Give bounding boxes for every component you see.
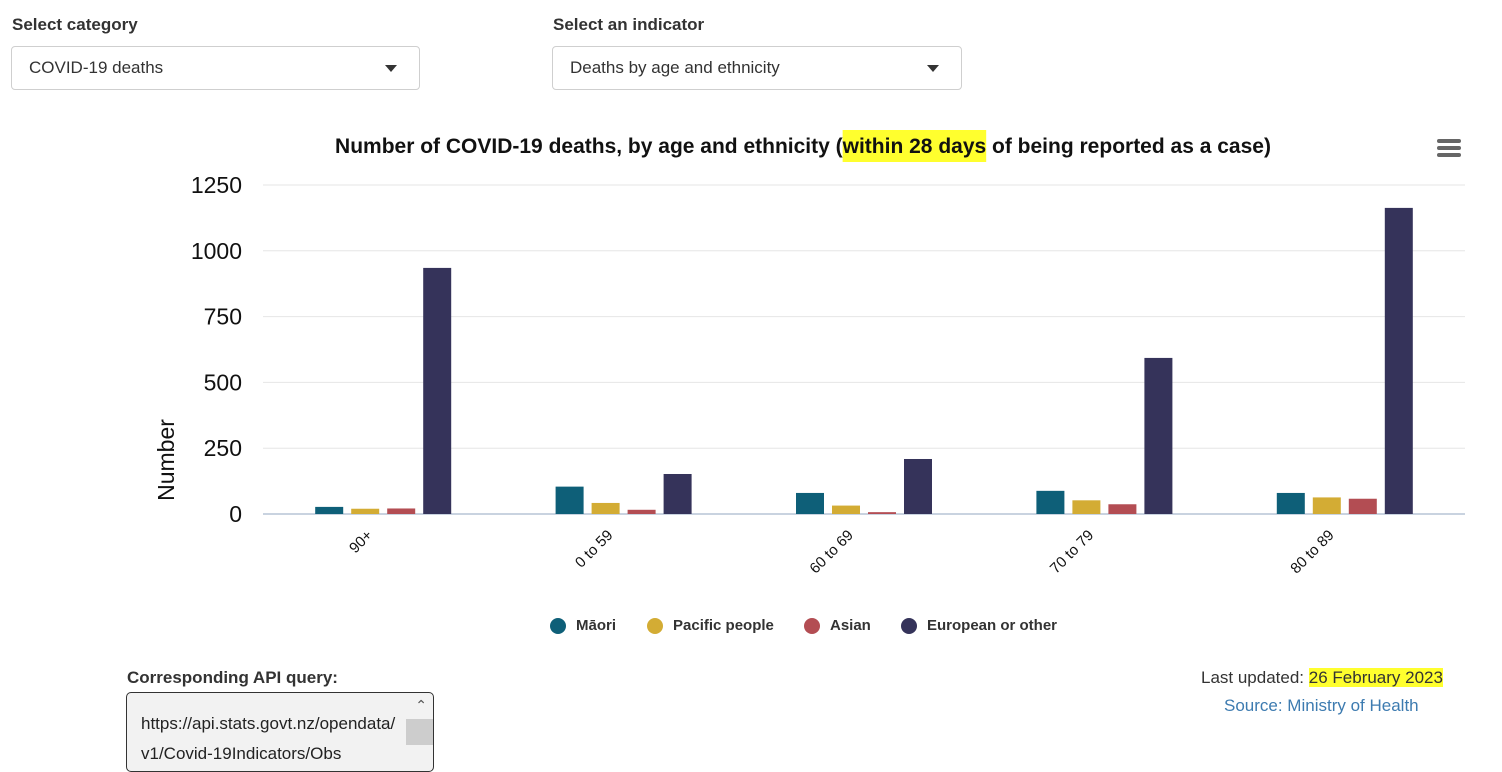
legend-marker-icon bbox=[901, 617, 917, 634]
legend-label: Asian bbox=[830, 617, 871, 634]
bar-asian-0-to-59[interactable] bbox=[627, 509, 656, 514]
chart-title: Number of COVID-19 deaths, by age and et… bbox=[335, 135, 1271, 158]
y-tick-label: 0 bbox=[229, 501, 242, 527]
legend-item-pacific-people[interactable]: Pacific people bbox=[647, 617, 774, 634]
chart-menu-button[interactable] bbox=[1437, 139, 1461, 159]
y-tick-label: 500 bbox=[204, 369, 242, 395]
chart-title-part-1: Number of COVID-19 deaths, by age and et… bbox=[335, 135, 843, 158]
last-updated-date: 26 February 2023 bbox=[1308, 668, 1443, 687]
bar-european-or-other-90-[interactable] bbox=[423, 267, 452, 514]
api-query-text: https://api.stats.govt.nz/opendata/v1/Co… bbox=[141, 714, 396, 763]
bar-pacific-people-60-to-69[interactable] bbox=[832, 505, 860, 514]
legend-label: Māori bbox=[576, 617, 617, 634]
bar-european-or-other-70-to-79[interactable] bbox=[1144, 357, 1173, 514]
legend-label: Pacific people bbox=[673, 617, 774, 634]
y-axis-label: Number bbox=[153, 419, 179, 501]
bar-pacific-people-90-[interactable] bbox=[351, 508, 380, 514]
bar-european-or-other-60-to-69[interactable] bbox=[904, 458, 932, 514]
x-tick-label: 90+ bbox=[346, 527, 376, 557]
x-tick-label: 70 to 79 bbox=[1047, 527, 1097, 577]
x-tick-label: 60 to 69 bbox=[806, 527, 856, 577]
y-tick-label: 1000 bbox=[191, 238, 242, 264]
chart-title-highlight: within 28 days bbox=[842, 135, 987, 158]
y-tick-label: 1250 bbox=[191, 172, 242, 198]
bar-asian-80-to-89[interactable] bbox=[1348, 498, 1377, 514]
bar-european-or-other-80-to-89[interactable] bbox=[1384, 207, 1413, 514]
bar-m-ori-70-to-79[interactable] bbox=[1036, 490, 1065, 514]
y-tick-label: 750 bbox=[204, 304, 242, 330]
chart-title-part-3: of being reported as a case) bbox=[986, 135, 1271, 158]
x-tick-label: 80 to 89 bbox=[1287, 527, 1337, 577]
last-updated: Last updated: 26 February 2023 bbox=[1201, 668, 1443, 688]
category-select-value: COVID-19 deaths bbox=[29, 58, 164, 77]
bar-chart: Number of COVID-19 deaths, by age and et… bbox=[153, 130, 1465, 577]
source-link[interactable]: Source: Ministry of Health bbox=[1224, 696, 1419, 715]
bar-asian-90-[interactable] bbox=[387, 508, 416, 514]
legend-marker-icon bbox=[550, 617, 566, 634]
hamburger-menu-icon bbox=[1437, 139, 1461, 157]
category-label: Select category bbox=[12, 15, 138, 34]
scroll-up-icon[interactable]: ⌃ bbox=[415, 697, 427, 713]
x-tick-label: 0 to 59 bbox=[572, 527, 616, 571]
legend-item-european-or-other[interactable]: European or other bbox=[901, 617, 1057, 634]
api-query-textarea[interactable]: https://api.stats.govt.nz/opendata/v1/Co… bbox=[126, 692, 434, 772]
legend-marker-icon bbox=[647, 617, 663, 634]
bar-m-ori-60-to-69[interactable] bbox=[796, 492, 824, 514]
api-query-label: Corresponding API query: bbox=[127, 668, 338, 687]
legend-item-asian[interactable]: Asian bbox=[804, 617, 871, 634]
bar-m-ori-80-to-89[interactable] bbox=[1276, 492, 1305, 514]
scrollbar-thumb[interactable] bbox=[406, 719, 433, 745]
indicator-select[interactable]: Deaths by age and ethnicity bbox=[552, 46, 962, 90]
legend-marker-icon bbox=[804, 617, 820, 634]
bar-pacific-people-0-to-59[interactable] bbox=[591, 502, 620, 514]
bar-european-or-other-0-to-59[interactable] bbox=[663, 473, 692, 514]
chevron-down-icon bbox=[385, 65, 397, 72]
chart-legend: Māori Pacific people Asian European or othe… bbox=[0, 617, 1502, 641]
legend-label: European or other bbox=[927, 617, 1058, 634]
title-highlight-mark bbox=[842, 130, 987, 162]
last-updated-label: Last updated: bbox=[1201, 668, 1309, 687]
bar-asian-70-to-79[interactable] bbox=[1108, 504, 1137, 514]
chevron-down-icon bbox=[927, 65, 939, 72]
bar-pacific-people-70-to-79[interactable] bbox=[1072, 500, 1101, 514]
y-tick-label: 250 bbox=[204, 435, 242, 461]
legend-item-m-ori[interactable]: Māori bbox=[550, 617, 616, 634]
bar-pacific-people-80-to-89[interactable] bbox=[1312, 497, 1341, 514]
category-select[interactable]: COVID-19 deaths bbox=[11, 46, 420, 90]
bar-m-ori-0-to-59[interactable] bbox=[555, 486, 584, 514]
bar-asian-60-to-69[interactable] bbox=[868, 512, 896, 514]
indicator-select-value: Deaths by age and ethnicity bbox=[570, 58, 780, 77]
indicator-label: Select an indicator bbox=[553, 15, 705, 34]
bar-m-ori-90-[interactable] bbox=[315, 506, 344, 514]
